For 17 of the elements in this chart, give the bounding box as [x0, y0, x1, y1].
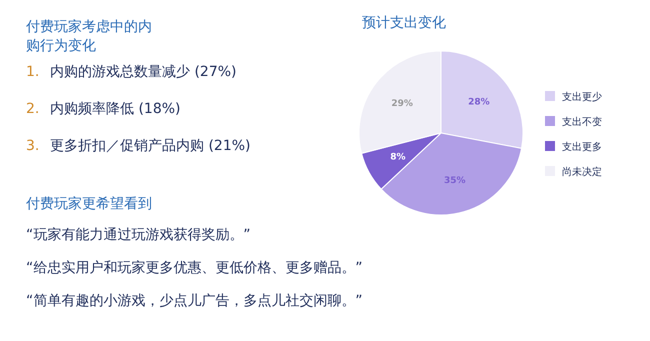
chart-title: 预计支出变化 — [362, 15, 446, 31]
text: 付费玩家考虑中的内购行为变化 — [26, 18, 153, 56]
data-label: 29% — [391, 98, 413, 109]
legend-label: 尚未决定 — [562, 166, 602, 178]
text: 3. 更多折扣／促销产品内购 (21%) — [26, 138, 250, 154]
data-label: 28% — [468, 98, 490, 108]
text: 付费玩家更希望看到 — [26, 195, 153, 214]
legend-label: 支出更多 — [562, 141, 602, 153]
text: “简单有趣的小游戏，少点儿广告，多点儿社交闲聊。” — [26, 292, 363, 310]
data-label: 35% — [444, 176, 466, 186]
text: 1. 内购的游戏总数量减少 (27%) — [26, 64, 236, 80]
data-label: 8% — [390, 152, 406, 163]
text: “给忠实用户和玩家更多优惠、更低价格、更多赠品。” — [26, 259, 363, 277]
text: “玩家有能力通过玩游戏获得奖励。” — [26, 226, 251, 244]
legend-label: 支出不变 — [562, 116, 602, 128]
text: 2. 内购频率降低 (18%) — [26, 101, 180, 117]
legend-label: 支出更少 — [562, 91, 602, 103]
